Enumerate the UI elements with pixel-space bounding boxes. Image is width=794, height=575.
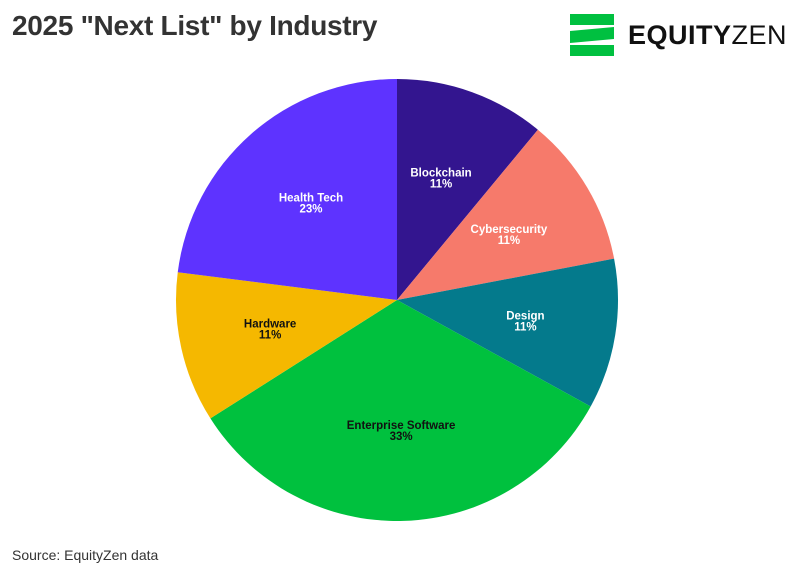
pie-slices: [176, 79, 619, 522]
logo-wordmark-bold: EQUITY: [628, 19, 732, 50]
source-note: Source: EquityZen data: [12, 547, 159, 563]
logo-wordmark-light: ZEN: [731, 19, 788, 50]
logo-wordmark: EQUITYZEN: [628, 19, 788, 50]
slice-value-enterprise-software: 33%: [390, 431, 413, 443]
slice-label-enterprise-software: Enterprise Software: [347, 420, 456, 432]
slice-value-cybersecurity: 11%: [498, 235, 520, 247]
chart-title: 2025 "Next List" by Industry: [12, 10, 378, 41]
pie-slice-cybersecurity: [397, 129, 615, 300]
slice-label-health-tech: Health Tech: [279, 192, 343, 204]
pie-labels: Blockchain11%Cybersecurity11%Design11%En…: [244, 168, 548, 443]
slice-label-hardware: Hardware: [244, 318, 296, 330]
slice-value-health-tech: 23%: [300, 203, 323, 215]
pie-slice-design: [397, 258, 619, 407]
pie-slice-enterprise-software: [210, 300, 591, 522]
equityzen-logo-icon: [570, 14, 614, 56]
pie-slice-blockchain: [397, 79, 538, 300]
slice-label-cybersecurity: Cybersecurity: [471, 224, 548, 236]
slice-label-blockchain: Blockchain: [410, 168, 471, 180]
slice-value-hardware: 11%: [259, 329, 281, 341]
slice-label-design: Design: [506, 310, 544, 322]
slice-value-design: 11%: [514, 321, 536, 333]
pie-slice-health-tech: [177, 79, 397, 300]
pie-slice-hardware: [176, 272, 397, 419]
slice-value-blockchain: 11%: [430, 179, 452, 191]
equityzen-logo: EQUITYZEN: [570, 14, 787, 56]
